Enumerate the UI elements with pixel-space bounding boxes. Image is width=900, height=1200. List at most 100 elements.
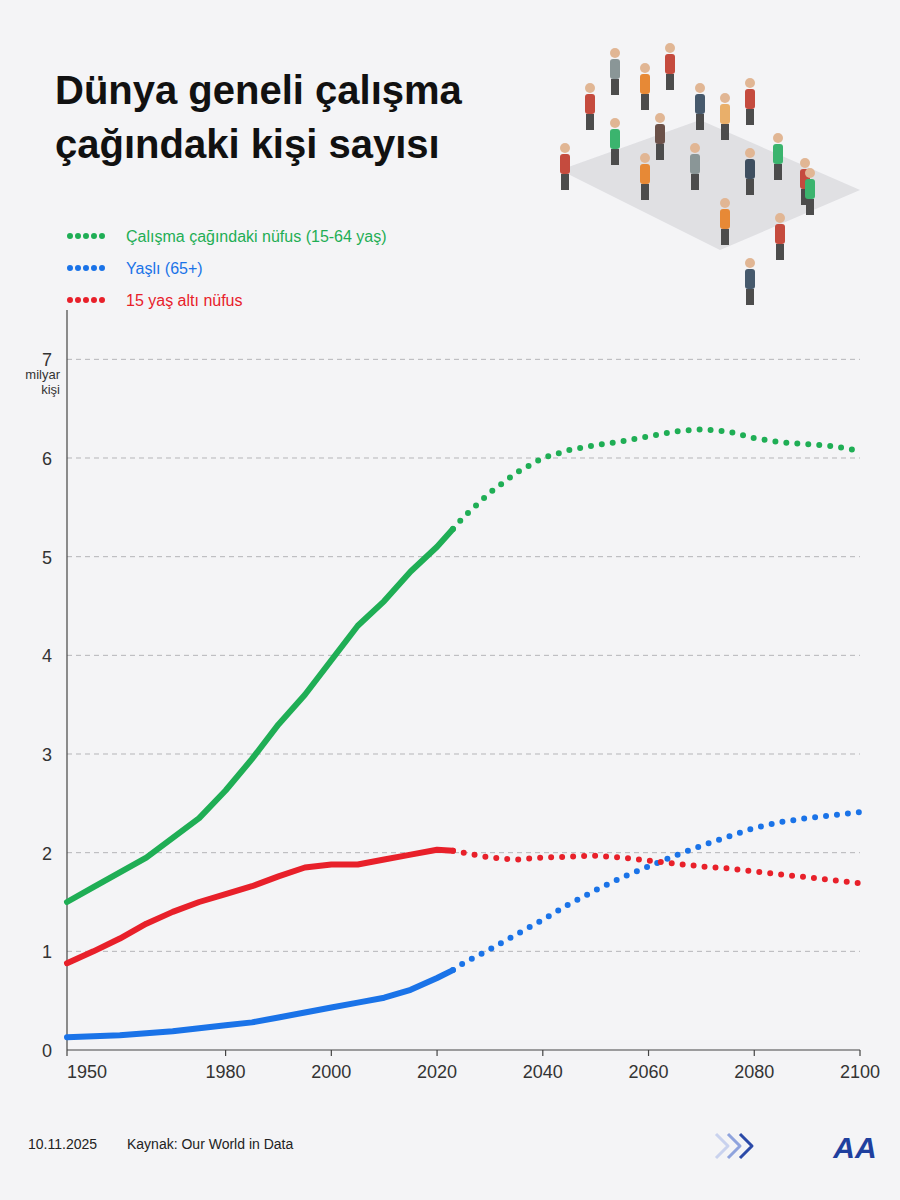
background xyxy=(0,0,900,1200)
legend-swatch xyxy=(70,233,104,239)
x-tick-label: 2020 xyxy=(417,1062,457,1082)
figure-body xyxy=(560,154,570,174)
x-tick xyxy=(859,1050,860,1056)
chart-root: Dünya geneli çalışma çağındaki kişi sayıs… xyxy=(0,0,900,1200)
figure-head xyxy=(695,83,705,93)
figure-head xyxy=(720,93,730,103)
figure-head xyxy=(745,148,755,158)
y-axis: 01234567 xyxy=(42,350,860,1061)
x-tick-label: 1950 xyxy=(67,1062,107,1082)
figure-head xyxy=(640,63,650,73)
figure-body xyxy=(775,224,785,244)
grid-line xyxy=(67,754,860,755)
x-tick-label: 2000 xyxy=(311,1062,351,1082)
legend-label: Yaşlı (65+) xyxy=(126,260,203,277)
figure-body xyxy=(610,59,620,79)
x-tick xyxy=(436,1050,437,1056)
chevron xyxy=(728,1134,740,1158)
y-tick-label: 3 xyxy=(42,745,52,765)
figure-legs xyxy=(774,164,782,180)
y-axis-line xyxy=(66,310,67,1050)
figure-head xyxy=(665,43,675,53)
figure-legs xyxy=(586,114,594,130)
x-tick xyxy=(542,1050,543,1056)
figure-head xyxy=(610,118,620,128)
x-tick-label: 2080 xyxy=(734,1062,774,1082)
legend-swatch xyxy=(70,265,104,271)
figure-head xyxy=(560,143,570,153)
y-axis-title: milyarkişi xyxy=(25,367,60,397)
figure-body xyxy=(805,179,815,199)
title: Dünya geneli çalışma çağındaki kişi sayıs… xyxy=(55,68,463,166)
figure-body xyxy=(665,54,675,74)
figure-head xyxy=(585,83,595,93)
y-tick-label: 1 xyxy=(42,942,52,962)
y-tick-label: 6 xyxy=(42,449,52,469)
chevron xyxy=(716,1134,728,1158)
figure-head xyxy=(640,153,650,163)
chevron xyxy=(740,1134,752,1158)
legend-swatch xyxy=(70,297,104,303)
figure-body xyxy=(745,89,755,109)
legend-label: 15 yaş altı nüfus xyxy=(126,292,243,309)
chevrons xyxy=(716,1134,752,1158)
figure-legs xyxy=(656,144,664,160)
figure-legs xyxy=(641,184,649,200)
map-tile xyxy=(560,120,860,250)
figure-head xyxy=(720,198,730,208)
figure-body xyxy=(720,209,730,229)
figure-legs xyxy=(611,79,619,95)
grid-line xyxy=(67,951,860,952)
legend-label: Çalışma çağındaki nüfus (15-64 yaş) xyxy=(126,228,387,245)
figure-head xyxy=(655,113,665,123)
x-axis: 19501980200020202040206020802100 xyxy=(67,1050,880,1082)
series-line xyxy=(67,850,453,963)
figure-head xyxy=(773,133,783,143)
title-line: çağındaki kişi sayısı xyxy=(55,122,440,166)
figure-legs xyxy=(666,74,674,90)
grid-line xyxy=(67,556,860,557)
y-axis-title-line: kişi xyxy=(41,382,60,397)
title-line: Dünya geneli çalışma xyxy=(55,68,463,112)
figure-legs xyxy=(611,149,619,165)
y-axis-title-line: milyar xyxy=(25,367,60,382)
figure-body xyxy=(640,164,650,184)
figure-head xyxy=(805,168,815,178)
figure-body xyxy=(720,104,730,124)
figure-head xyxy=(800,158,810,168)
x-tick xyxy=(754,1050,755,1056)
x-tick xyxy=(225,1050,226,1056)
logo: AA xyxy=(832,1131,876,1164)
figure-legs xyxy=(776,244,784,260)
y-tick-label: 2 xyxy=(42,844,52,864)
x-axis-line xyxy=(67,1049,860,1050)
figure-legs xyxy=(691,174,699,190)
x-tick-label: 2060 xyxy=(629,1062,669,1082)
figure-body xyxy=(640,74,650,94)
figure-legs xyxy=(561,174,569,190)
legend: Çalışma çağındaki nüfus (15-64 yaş) Yaşlı… xyxy=(70,228,387,309)
figure-body xyxy=(585,94,595,114)
figure-legs xyxy=(746,109,754,125)
y-tick-label: 0 xyxy=(42,1041,52,1061)
series-group xyxy=(67,429,860,1037)
series-line xyxy=(67,970,453,1037)
figure-legs xyxy=(721,124,729,140)
x-tick xyxy=(66,1050,67,1056)
figure-legs xyxy=(746,289,754,305)
figure-body xyxy=(655,124,665,144)
figure-body xyxy=(695,94,705,114)
series-line xyxy=(453,851,860,884)
figure-body xyxy=(690,154,700,174)
y-tick-label: 4 xyxy=(42,646,52,666)
x-tick xyxy=(648,1050,649,1056)
grid-line xyxy=(67,458,860,459)
figure-head xyxy=(610,48,620,58)
y-tick-label: 5 xyxy=(42,548,52,568)
figure-head xyxy=(745,78,755,88)
date: 10.11.2025 xyxy=(28,1136,97,1152)
figure-legs xyxy=(641,94,649,110)
series-line xyxy=(453,812,860,970)
x-tick-label: 2040 xyxy=(523,1062,563,1082)
series-line xyxy=(67,529,453,902)
